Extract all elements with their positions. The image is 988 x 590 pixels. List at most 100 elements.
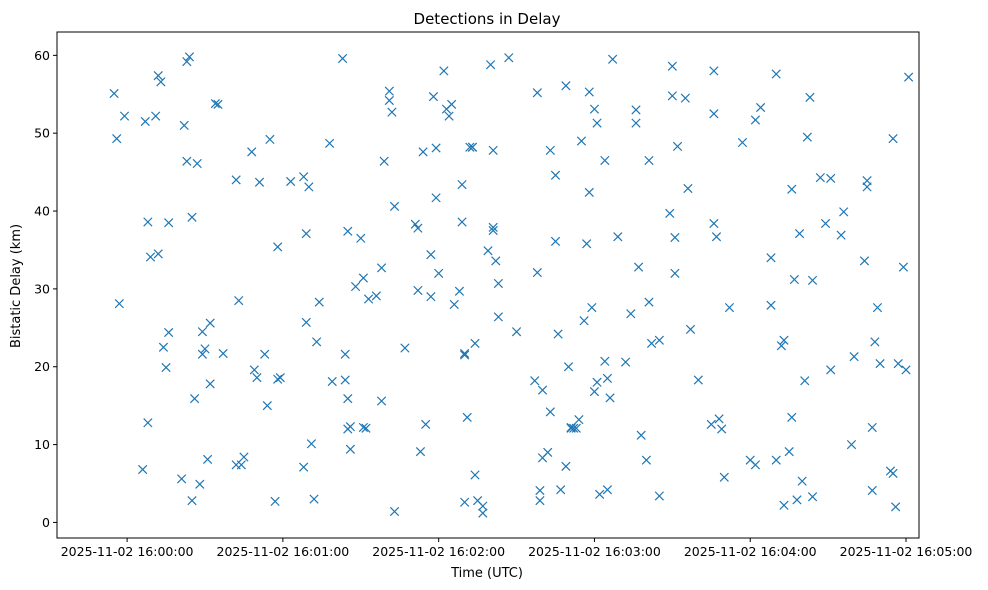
data-point [350,281,361,292]
data-point [340,349,350,359]
data-point [195,479,205,489]
data-point [153,249,163,259]
plot-area: 2025-11-02 16:00:00 2025-11-02 16:01:00 20… [34,31,973,559]
data-point [327,376,337,387]
data-point [491,256,501,266]
data-point [343,226,353,236]
data-point [587,302,597,313]
data-point [787,412,797,422]
data-point [164,327,174,338]
data-point [807,275,818,285]
data-point [205,379,215,389]
y-tick-label: 30 [34,281,50,296]
data-point [644,155,654,166]
x-axis-label: Time (UTC) [450,566,523,581]
data-point [532,88,542,98]
data-point [218,348,228,359]
data-point [888,468,898,479]
data-point [815,172,825,183]
data-point [273,374,283,384]
data-point [556,485,566,495]
data-point [766,300,776,310]
data-point [200,344,210,354]
data-point [379,156,389,166]
x-axis-ticks: 2025-11-02 16:00:00 2025-11-02 16:01:00 20… [61,538,973,559]
data-point [582,239,592,249]
data-point [182,56,192,67]
data-point [867,485,877,496]
data-point [376,263,387,273]
data-point [724,302,735,313]
data-point [672,141,683,152]
data-point [119,111,130,121]
data-point [574,415,584,425]
data-point [613,232,623,242]
data-point [605,393,615,403]
data-point [849,351,859,362]
data-point [592,377,602,387]
data-point [421,419,431,429]
data-point [413,285,423,296]
data-point [670,232,680,243]
data-point [153,70,163,81]
data-point [888,134,898,144]
data-point [870,337,880,347]
data-point [709,66,719,76]
data-point [537,385,548,395]
data-point [179,120,189,131]
data-point [202,454,213,464]
data-point [470,470,480,480]
data-point [345,422,356,432]
data-point [273,242,283,252]
data-point [561,461,571,472]
data-point [143,217,153,227]
data-point [584,187,594,197]
chart-title: Detections in Delay [414,10,561,28]
data-point [561,81,571,91]
data-point [620,357,631,367]
data-point [805,92,815,103]
data-point [488,145,498,155]
x-tick-label: 2025-11-02 16:00:00 [61,544,194,559]
data-point [779,500,789,510]
data-point [309,494,319,504]
data-point [434,268,444,278]
data-point [787,184,797,194]
data-point [709,218,719,229]
data-point [192,158,202,169]
data-point [579,316,589,326]
data-point [665,208,675,219]
data-point [275,373,285,383]
data-point [683,183,693,194]
data-point [234,295,244,306]
x-tick-label: 2025-11-02 16:05:00 [840,544,973,559]
data-point [569,423,579,433]
data-point [820,218,831,229]
data-point [239,452,249,462]
data-point [685,324,696,334]
data-point [376,396,387,406]
y-tick-label: 20 [34,359,50,374]
data-point [867,422,877,433]
data-point [252,373,262,383]
data-point [182,156,192,166]
data-point [470,338,480,349]
data-point [114,299,124,309]
data-point [784,446,794,457]
data-point [345,444,356,454]
data-point [384,86,394,96]
data-point [361,423,371,433]
data-point [249,365,259,375]
data-point [389,201,400,211]
data-point [530,376,540,386]
data-point [543,447,553,457]
data-point [410,219,420,229]
x-tick-label: 2025-11-02 16:04:00 [684,544,817,559]
data-point [719,472,729,482]
data-point [478,501,488,511]
data-point [140,116,150,127]
data-point [301,317,311,327]
y-tick-label: 10 [34,437,50,452]
y-tick-label: 0 [42,515,50,530]
